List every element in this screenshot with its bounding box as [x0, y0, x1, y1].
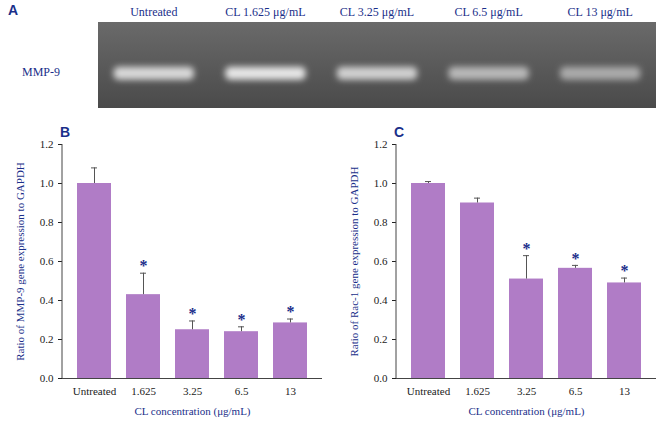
svg-text:13: 13 — [285, 385, 297, 397]
svg-text:*: * — [140, 257, 148, 274]
svg-text:0.6: 0.6 — [40, 255, 54, 267]
svg-text:CL 13 μg/mL: CL 13 μg/mL — [568, 5, 633, 19]
svg-text:0.2: 0.2 — [374, 333, 388, 345]
svg-text:0.2: 0.2 — [40, 333, 54, 345]
svg-text:6.5: 6.5 — [235, 385, 249, 397]
svg-text:*: * — [572, 250, 580, 267]
svg-text:0.8: 0.8 — [40, 216, 54, 228]
svg-text:13: 13 — [619, 385, 631, 397]
svg-text:3.25: 3.25 — [183, 385, 203, 397]
svg-text:0.4: 0.4 — [40, 294, 54, 306]
svg-text:1.0: 1.0 — [40, 177, 54, 189]
svg-text:Untreated: Untreated — [73, 385, 117, 397]
svg-text:Ratio of MMP-9 gene expression: Ratio of MMP-9 gene expression to GAPDH — [14, 162, 26, 361]
svg-text:CL 6.5 μg/mL: CL 6.5 μg/mL — [454, 5, 522, 19]
svg-text:1.0: 1.0 — [374, 177, 388, 189]
svg-text:*: * — [523, 240, 531, 257]
svg-text:0.0: 0.0 — [374, 372, 388, 384]
svg-text:*: * — [189, 305, 197, 322]
svg-text:6.5: 6.5 — [569, 385, 583, 397]
svg-text:1.625: 1.625 — [131, 385, 156, 397]
svg-text:1.2: 1.2 — [40, 138, 54, 150]
svg-text:3.25: 3.25 — [517, 385, 537, 397]
svg-text:Untreated: Untreated — [130, 5, 177, 19]
svg-text:1.625: 1.625 — [465, 385, 490, 397]
svg-text:Ratio of Rac-1 gene expression: Ratio of Rac-1 gene expression to GAPDH — [348, 166, 360, 356]
svg-text:CL concentration (μg/mL): CL concentration (μg/mL) — [134, 405, 250, 418]
svg-text:0.4: 0.4 — [374, 294, 388, 306]
svg-text:CL 1.625 μg/mL: CL 1.625 μg/mL — [225, 5, 305, 19]
svg-text:*: * — [238, 311, 246, 328]
svg-text:1.2: 1.2 — [374, 138, 388, 150]
svg-text:*: * — [287, 303, 295, 320]
svg-text:0.8: 0.8 — [374, 216, 388, 228]
svg-text:CL concentration (μg/mL): CL concentration (μg/mL) — [468, 405, 584, 418]
svg-text:0.0: 0.0 — [40, 372, 54, 384]
svg-text:MMP-9: MMP-9 — [22, 65, 60, 79]
svg-text:CL 3.25 μg/mL: CL 3.25 μg/mL — [340, 5, 414, 19]
html-text:A: A — [8, 2, 19, 18]
svg-text:*: * — [621, 262, 629, 279]
html-text:B: B — [60, 124, 71, 140]
svg-text:0.6: 0.6 — [374, 255, 388, 267]
html-text:C: C — [394, 124, 405, 140]
svg-text:Untreated: Untreated — [407, 385, 451, 397]
